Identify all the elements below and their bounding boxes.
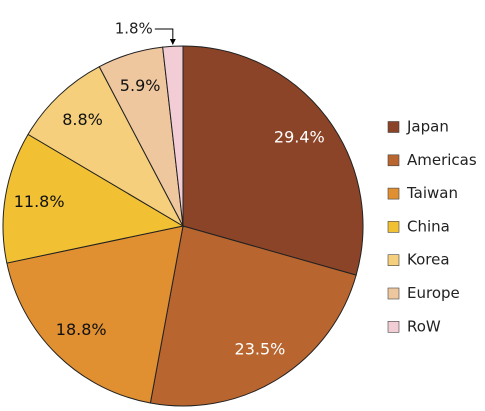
data-label: 5.9% — [120, 76, 161, 95]
legend-label: Taiwan — [406, 184, 458, 202]
data-label: 8.8% — [62, 110, 103, 129]
data-label: 1.8% — [115, 20, 153, 38]
legend-label: Korea — [407, 251, 450, 269]
pie-slice — [149, 225, 357, 407]
legend-label: Japan — [406, 118, 449, 136]
legend-swatch — [387, 154, 400, 167]
legend-label: Europe — [407, 284, 460, 302]
legend-label: Americas — [407, 151, 477, 169]
legend-swatch — [387, 287, 400, 300]
data-label: 18.8% — [56, 320, 107, 339]
pie-slice — [2, 133, 185, 264]
legend-swatch — [387, 121, 400, 133]
legend-swatch — [387, 221, 400, 233]
legend-label: RoW — [407, 317, 441, 335]
data-label: 23.5% — [235, 339, 286, 358]
leader-arrow — [154, 28, 176, 45]
pie-slice — [162, 45, 184, 227]
legend-swatch — [387, 254, 400, 266]
data-label: 29.4% — [274, 128, 325, 147]
pie-slice — [182, 45, 364, 276]
legend-swatch — [387, 320, 400, 333]
legend-swatch — [387, 187, 400, 200]
pie-slice — [6, 225, 184, 404]
legend-label: China — [407, 217, 450, 235]
data-label: 11.8% — [14, 192, 65, 211]
pie-slice — [27, 65, 185, 228]
